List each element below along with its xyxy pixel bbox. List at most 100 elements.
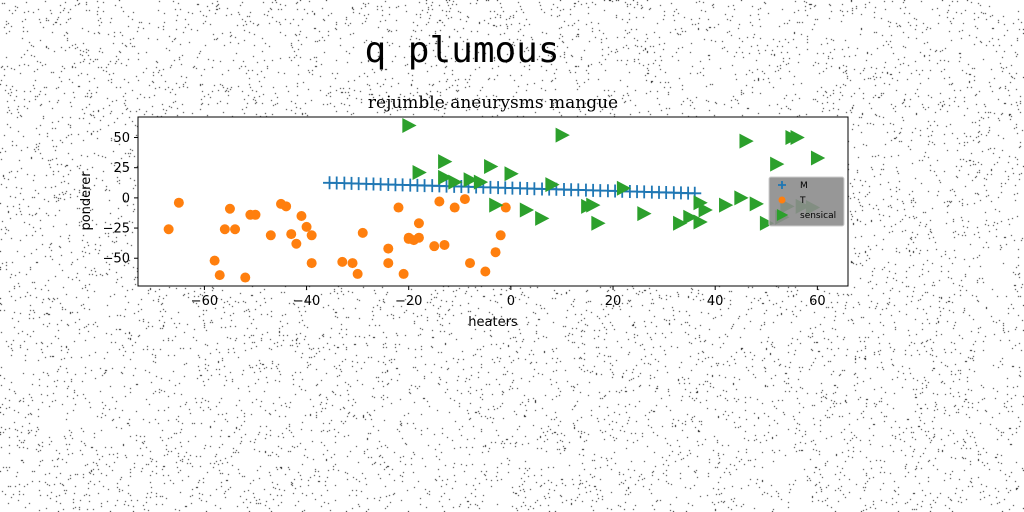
- data-point: [402, 117, 417, 133]
- data-point: [770, 156, 785, 172]
- data-point: [693, 195, 708, 211]
- x-tick-label: −20: [395, 294, 422, 309]
- data-point: [759, 215, 775, 231]
- data-point: [495, 230, 506, 241]
- data-point: [398, 268, 409, 279]
- data-point: [214, 270, 225, 281]
- data-point: [473, 174, 489, 190]
- data-point: [434, 196, 445, 207]
- x-tick-label: 40: [707, 294, 724, 309]
- data-point: [281, 201, 292, 212]
- data-point: [480, 266, 491, 277]
- data-point: [616, 180, 632, 196]
- data-point: [219, 224, 230, 235]
- axes-frame: [137, 116, 849, 287]
- data-point: [504, 166, 519, 182]
- data-point: [412, 165, 427, 181]
- data-point: [352, 268, 363, 279]
- data-point: [489, 197, 504, 213]
- data-point: [393, 202, 404, 213]
- data-point: [719, 197, 734, 213]
- data-point: [429, 241, 440, 252]
- legend-marker: [778, 196, 786, 204]
- data-point: [459, 194, 470, 205]
- x-tick-label: −40: [293, 294, 320, 309]
- data-point: [306, 258, 317, 269]
- data-point: [337, 256, 348, 267]
- data-point: [519, 202, 535, 218]
- x-axis-label: heaters: [468, 315, 518, 330]
- y-tick-label: 50: [113, 131, 130, 146]
- x-axis-ticks: −60 −40 −20 0 20 40 60: [191, 286, 826, 309]
- data-point: [449, 202, 460, 213]
- data-point: [438, 169, 453, 185]
- data-point: [463, 172, 478, 188]
- legend-marker: [776, 209, 789, 221]
- y-axis-label: ponderer: [79, 171, 94, 231]
- legend-item-sensical: sensical: [776, 209, 836, 221]
- data-point: [490, 247, 501, 258]
- y-tick-label: −25: [103, 222, 130, 237]
- series-M: [323, 176, 702, 200]
- data-point: [790, 130, 805, 146]
- chart-title: rejumble aneurysms mangue: [368, 93, 618, 113]
- data-point: [555, 127, 570, 143]
- x-tick-label: −60: [191, 294, 218, 309]
- plot-area: [163, 117, 826, 283]
- data-point: [739, 133, 754, 149]
- legend-label: T: [799, 196, 806, 206]
- data-point: [683, 209, 698, 225]
- data-point: [383, 258, 394, 269]
- data-point: [698, 202, 713, 218]
- data-point: [296, 210, 307, 221]
- data-point: [403, 233, 414, 244]
- data-point: [383, 243, 394, 254]
- data-point: [673, 215, 688, 231]
- data-point: [586, 197, 601, 213]
- legend-marker: [778, 181, 786, 189]
- data-point: [749, 196, 764, 212]
- data-point: [810, 150, 826, 166]
- data-point: [224, 203, 235, 214]
- data-point: [347, 258, 358, 269]
- series-T: [163, 194, 511, 283]
- figure-suptitle: q plumous: [364, 30, 559, 71]
- x-tick-label: 0: [507, 294, 515, 309]
- x-tick-label: 60: [809, 294, 826, 309]
- data-point: [301, 221, 312, 232]
- y-tick-label: −50: [103, 252, 130, 267]
- legend-box: [768, 176, 845, 227]
- data-point: [591, 215, 606, 231]
- data-point: [250, 209, 261, 220]
- data-point: [438, 154, 453, 170]
- data-point: [163, 224, 174, 235]
- data-point: [357, 227, 368, 238]
- x-tick-label: 20: [605, 294, 622, 309]
- data-point: [484, 158, 499, 174]
- data-point: [465, 258, 476, 269]
- data-point: [693, 214, 708, 230]
- data-point: [448, 174, 463, 190]
- data-point: [173, 197, 184, 208]
- data-point: [545, 177, 560, 193]
- data-point: [286, 229, 297, 240]
- data-point: [306, 230, 317, 241]
- data-point: [240, 272, 251, 283]
- data-point: [209, 255, 220, 266]
- legend-label: M: [800, 181, 808, 191]
- data-point: [500, 202, 511, 213]
- legend-item-M: M: [778, 181, 808, 191]
- data-point: [230, 224, 241, 235]
- data-point: [413, 232, 424, 243]
- y-tick-label: 0: [122, 191, 130, 206]
- data-point: [413, 218, 424, 229]
- y-axis-ticks: −50 −25 0 25 50: [103, 131, 138, 267]
- legend-item-T: T: [778, 196, 806, 206]
- data-point: [291, 238, 302, 249]
- data-point: [265, 230, 276, 241]
- series-sensical: [402, 117, 826, 231]
- y-tick-label: 25: [113, 161, 130, 176]
